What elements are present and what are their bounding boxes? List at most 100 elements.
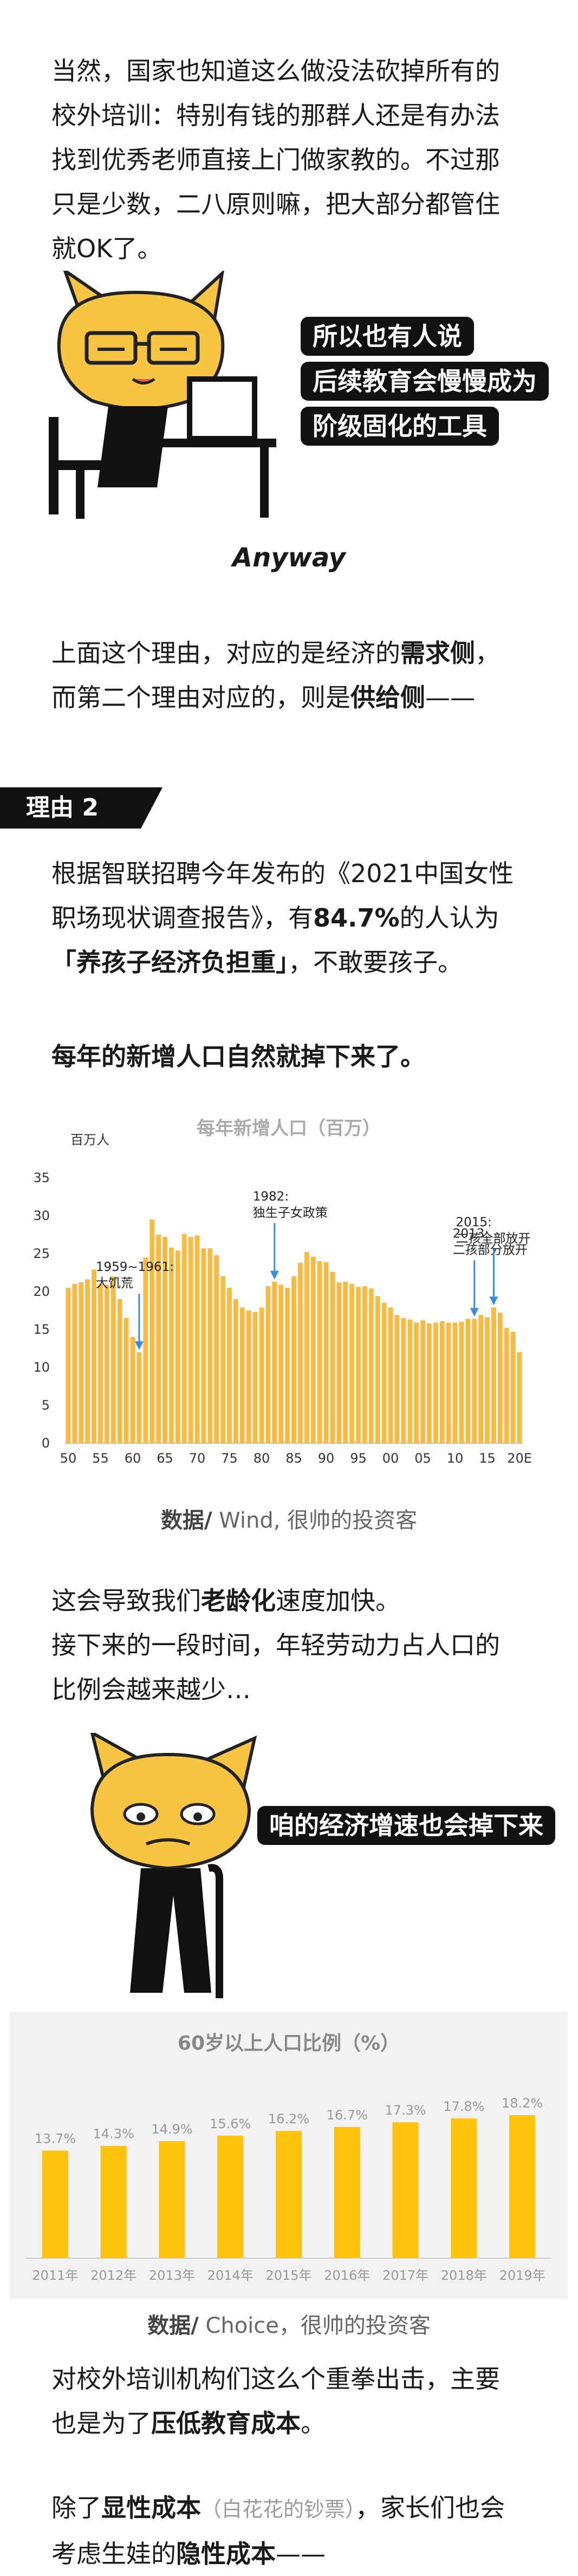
x-tick-label: 70 <box>189 1451 206 1466</box>
text: 上面这个理由，对应的是经济的 <box>51 638 400 668</box>
bar <box>217 2135 244 2258</box>
bar <box>330 1271 335 1443</box>
bar <box>510 1332 516 1443</box>
text: 这会导致我们 <box>51 1586 201 1615</box>
bar <box>239 1307 245 1443</box>
bar <box>349 1284 355 1443</box>
x-tick-label: 15 <box>479 1451 496 1466</box>
bar <box>100 2145 127 2258</box>
text-line: 找到优秀老师直接上门做家教的。不过那 <box>51 145 500 174</box>
bar <box>117 1299 122 1443</box>
bar <box>156 1235 161 1443</box>
x-tick-label: 2014年 <box>207 2268 254 2283</box>
bar <box>291 1276 296 1443</box>
section-label: 理由 2 <box>26 794 99 821</box>
caption-bold: 数据/ <box>147 2313 199 2338</box>
intro-paragraph: 当然，国家也知道这么做没法砍掉所有的 校外培训：特别有钱的那群人还是有办法 找到… <box>51 49 539 271</box>
bar <box>72 1284 77 1443</box>
y-tick-label: 30 <box>33 1208 50 1223</box>
bar <box>188 1237 193 1443</box>
bar <box>485 1317 490 1443</box>
text: 考虑生娃的 <box>51 2539 176 2568</box>
data-label: 17.8% <box>443 2099 484 2114</box>
bold-text: 供给侧 <box>350 683 425 712</box>
text: ，不敢要孩子。 <box>288 948 463 977</box>
bar <box>143 1257 148 1443</box>
bar <box>175 1250 180 1443</box>
text: 职场现状调查报告》，有 <box>51 903 313 932</box>
text-line: 就OK了。 <box>51 234 163 263</box>
text: ， <box>475 638 500 668</box>
annotation-arrowhead <box>470 1308 479 1317</box>
data-label: 14.9% <box>151 2122 192 2137</box>
bar <box>356 1287 361 1443</box>
text: 。 <box>301 2409 326 2438</box>
bar <box>336 1282 342 1443</box>
x-tick-label: 2019年 <box>499 2268 545 2283</box>
bar <box>214 1255 219 1443</box>
bar <box>446 1322 451 1443</box>
bold-text: 隐性成本 <box>176 2539 276 2568</box>
text: —— <box>425 683 475 712</box>
annotation-label: 2013: <box>453 1227 489 1241</box>
bar <box>310 1256 316 1443</box>
bar <box>272 1281 277 1443</box>
bar <box>259 1307 264 1443</box>
bar <box>168 1247 174 1443</box>
x-tick-label: 85 <box>285 1451 302 1466</box>
bar <box>285 1288 290 1443</box>
text-line: 对校外培训机构们这么个重拳出击，主要 <box>51 2364 500 2394</box>
bar <box>227 1288 232 1443</box>
bar <box>42 2150 68 2258</box>
y-tick-label: 10 <box>33 1360 50 1375</box>
x-tick-label: 2017年 <box>382 2268 428 2283</box>
bar <box>304 1252 309 1443</box>
annotation-label: 独生子女政策 <box>253 1206 328 1220</box>
x-tick-label: 00 <box>382 1451 399 1466</box>
demand-supply-paragraph: 上面这个理由，对应的是经济的需求侧， 而第二个理由对应的，则是供给侧—— <box>51 631 539 720</box>
chart-title: 60岁以上人口比例（%） <box>178 2032 400 2055</box>
bar <box>92 1269 97 1443</box>
x-tick-label: 75 <box>221 1451 238 1466</box>
annotation-label: 大饥荒 <box>96 1276 133 1290</box>
bar <box>459 1322 464 1443</box>
bubble-line: 后续教育会慢慢成为 <box>313 367 537 396</box>
annotation-label: 二孩全部放开 <box>456 1231 530 1245</box>
text: —— <box>276 2539 326 2568</box>
text-line: 比例会越来越少… <box>51 1675 251 1704</box>
x-tick-label: 2018年 <box>441 2268 487 2283</box>
bar <box>323 1262 329 1443</box>
bar <box>426 1323 432 1443</box>
bar <box>85 1279 90 1443</box>
text-line: 只是少数，二八原则嘛，把大部分都管住 <box>51 190 500 219</box>
bar <box>111 1276 116 1443</box>
caption-text: Wind, 很帅的投资客 <box>212 1508 418 1533</box>
bar <box>334 2127 360 2258</box>
bar <box>137 1352 142 1443</box>
text-line: 校外培训：特别有钱的那群人还是有办法 <box>51 101 500 130</box>
x-tick-label: 95 <box>350 1451 367 1466</box>
bar <box>130 1337 135 1443</box>
y-axis-label: 百万人 <box>70 1132 109 1147</box>
text: 的人认为 <box>399 903 499 932</box>
bold-text: 显性成本 <box>101 2493 201 2522</box>
cost-paragraph: 对校外培训机构们这么个重拳出击，主要 也是为了压低教育成本。 <box>51 2357 539 2445</box>
bar <box>497 1313 503 1443</box>
caption-text: Choice，很帅的投资客 <box>198 2313 431 2338</box>
bubble-line: 所以也有人说 <box>313 322 462 351</box>
x-tick-label: 05 <box>414 1451 431 1466</box>
text-line: 每年的新增人口自然就掉下来了。 <box>51 1042 425 1071</box>
bar <box>207 1248 213 1443</box>
aging-paragraph: 这会导致我们老龄化速度加快。 接下来的一段时间，年轻劳动力占人口的 比例会越来越… <box>51 1579 539 1712</box>
y-tick-label: 25 <box>33 1246 50 1261</box>
chart1-caption: 数据/ Wind, 很帅的投资客 <box>0 1503 578 1534</box>
bar <box>276 2131 302 2258</box>
y-tick-label: 20 <box>33 1284 50 1299</box>
text: ，家长们也会 <box>355 2493 505 2522</box>
bar <box>517 1352 522 1443</box>
bar <box>98 1284 103 1443</box>
data-label: 13.7% <box>35 2131 76 2146</box>
x-tick-label: 2012年 <box>90 2268 137 2283</box>
bar <box>252 1312 258 1443</box>
x-tick-label: 60 <box>125 1451 141 1466</box>
